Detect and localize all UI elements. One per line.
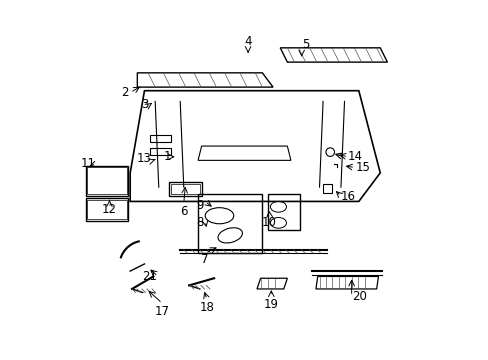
Text: 16: 16 xyxy=(340,190,355,203)
Text: 21: 21 xyxy=(142,270,157,283)
Text: 3: 3 xyxy=(141,99,148,112)
Text: 10: 10 xyxy=(262,216,276,229)
Text: 18: 18 xyxy=(199,301,214,314)
Text: 13: 13 xyxy=(137,152,151,165)
Text: 15: 15 xyxy=(354,161,369,174)
Text: 2: 2 xyxy=(121,86,128,99)
Text: 11: 11 xyxy=(80,157,95,170)
Text: 5: 5 xyxy=(301,39,308,51)
Text: 12: 12 xyxy=(102,203,117,216)
Text: 1: 1 xyxy=(163,150,171,163)
Text: 20: 20 xyxy=(351,289,366,303)
Text: 17: 17 xyxy=(155,305,169,318)
Text: 14: 14 xyxy=(347,150,363,163)
Text: 8: 8 xyxy=(196,216,203,229)
Text: 9: 9 xyxy=(196,198,203,212)
Text: 6: 6 xyxy=(180,205,187,218)
Text: 4: 4 xyxy=(244,35,251,48)
Text: 7: 7 xyxy=(201,253,208,266)
Text: 19: 19 xyxy=(263,298,278,311)
